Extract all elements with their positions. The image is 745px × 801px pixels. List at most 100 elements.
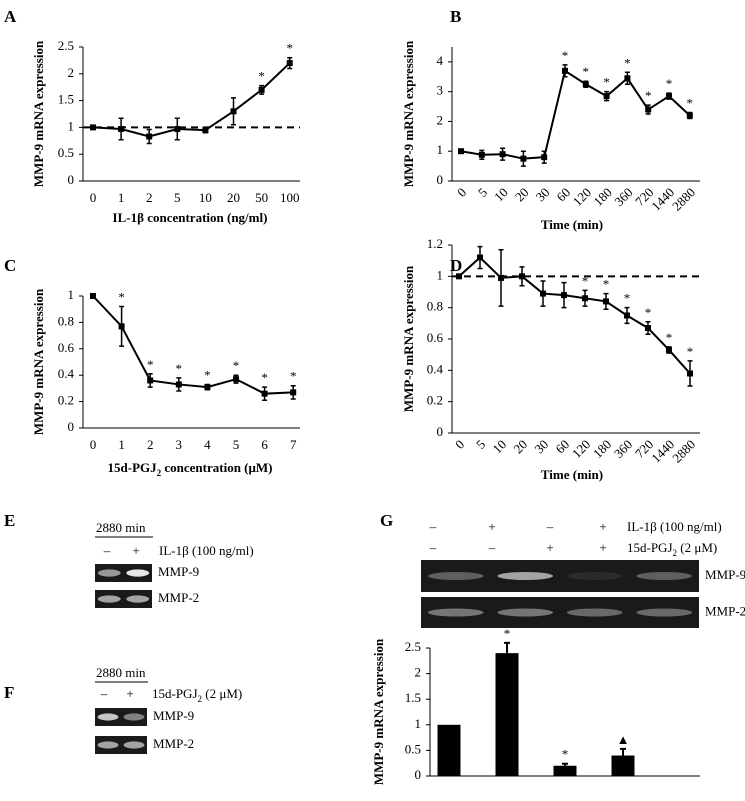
marker: [175, 381, 182, 388]
x-tick-label: 120: [569, 437, 593, 461]
x-tick-label: 10: [199, 190, 212, 205]
y-tick-label: 0.6: [427, 330, 444, 345]
marker: [603, 298, 609, 305]
gel-band: [126, 569, 150, 577]
y-tick-label: 0: [68, 172, 75, 187]
lane-sign: –: [546, 519, 554, 534]
marker: [561, 292, 567, 299]
marker: [477, 254, 483, 261]
marker: [118, 126, 125, 133]
gel-band: [97, 713, 119, 721]
gel-band: [427, 608, 484, 617]
y-axis-label: MMP-9 mRNA expression: [31, 288, 46, 435]
line: [92, 295, 294, 395]
annotation: *: [261, 370, 268, 385]
treatment-label-part: (2 μM): [677, 540, 717, 555]
panel-letter: B: [450, 7, 461, 26]
x-tick-label: 7: [290, 437, 297, 452]
annotation: *: [562, 747, 569, 762]
marker: [645, 325, 651, 332]
annotation: *: [687, 344, 694, 359]
gel-band: [123, 713, 145, 721]
x-axis-label: Time (min): [541, 217, 603, 232]
annotation: *: [603, 277, 610, 292]
annotation: *: [176, 361, 183, 376]
annotation: *: [118, 290, 125, 305]
treatment-label-part: 15d-PGJ: [627, 540, 673, 555]
gel-band: [123, 741, 145, 749]
annotation: *: [666, 76, 673, 91]
marker: [90, 124, 96, 131]
x-tick-label: 60: [552, 437, 572, 457]
gel-strip: [95, 708, 147, 726]
x-axis-label-part: IL-1β concentration (ng/ml): [113, 210, 268, 225]
marker: [666, 346, 672, 353]
y-tick-label: 2: [415, 665, 422, 680]
x-tick-label: 100: [280, 190, 300, 205]
x-axis-label: Time (min): [541, 467, 603, 482]
y-axis-label: MMP-9 mRNA expression: [31, 40, 46, 187]
lane-sign: –: [429, 519, 437, 534]
treatment-label-part: 2: [198, 694, 203, 704]
annotation: *: [286, 41, 293, 56]
y-tick-label: 0: [437, 172, 444, 187]
gel-band: [97, 595, 121, 603]
x-tick-label: 2: [147, 437, 154, 452]
marker: [562, 67, 568, 74]
annotation: *: [624, 291, 631, 306]
lane-sign: –: [429, 540, 437, 555]
marker: [90, 293, 96, 299]
marker: [666, 93, 672, 100]
x-axis-label-part: Time (min): [541, 467, 603, 482]
panel-letter: E: [4, 511, 15, 530]
gel-band: [566, 572, 623, 580]
marker: [478, 151, 485, 158]
x-tick-label: 30: [531, 437, 551, 457]
marker: [624, 75, 631, 82]
x-tick-label: 4: [204, 437, 211, 452]
x-tick-label: 120: [570, 185, 594, 209]
gel-strip: [95, 564, 152, 582]
y-tick-label: 0.8: [58, 313, 74, 328]
lane-sign: +: [126, 686, 133, 701]
treatment-label-part: 15d-PGJ: [152, 686, 198, 701]
marker: [686, 112, 693, 119]
lane-sign: +: [599, 540, 606, 555]
gel-strip: [421, 560, 699, 592]
marker: [147, 377, 154, 384]
y-tick-label: 4: [437, 53, 444, 68]
x-tick-label: 0: [90, 437, 97, 452]
treatment-label-part: IL-1β (100 ng/ml): [627, 519, 722, 534]
x-tick-label: 360: [611, 185, 635, 209]
x-tick-label: 60: [553, 185, 573, 205]
marker: [541, 154, 548, 161]
y-tick-label: 0: [415, 767, 422, 782]
gel-time: 2880 min: [96, 520, 146, 535]
bar: [437, 724, 461, 776]
y-tick-label: 2.5: [58, 38, 74, 53]
y-tick-label: 0.8: [427, 299, 443, 314]
gel-strip: [95, 736, 147, 754]
lane-sign: –: [100, 686, 108, 701]
bar: [495, 653, 519, 776]
y-tick-label: 1.2: [427, 236, 443, 251]
lane-sign: +: [488, 519, 495, 534]
y-tick-label: 0: [437, 424, 444, 439]
marker: [174, 126, 181, 133]
y-axis-label: MMP-9 mRNA expression: [371, 638, 386, 785]
x-tick-label: 360: [611, 437, 635, 461]
marker: [456, 273, 462, 280]
x-tick-label: 3: [176, 437, 183, 452]
gel-band: [636, 608, 693, 617]
marker: [540, 290, 546, 297]
marker: [233, 376, 239, 383]
marker: [290, 389, 297, 396]
x-tick-label: 20: [227, 190, 240, 205]
lane-sign: +: [132, 543, 139, 558]
marker: [520, 155, 527, 162]
y-tick-label: 1: [437, 267, 444, 282]
lane-sign: –: [488, 540, 496, 555]
error-bar: [562, 762, 568, 766]
y-tick-label: 1: [68, 118, 75, 133]
panel-letter: C: [4, 256, 16, 275]
